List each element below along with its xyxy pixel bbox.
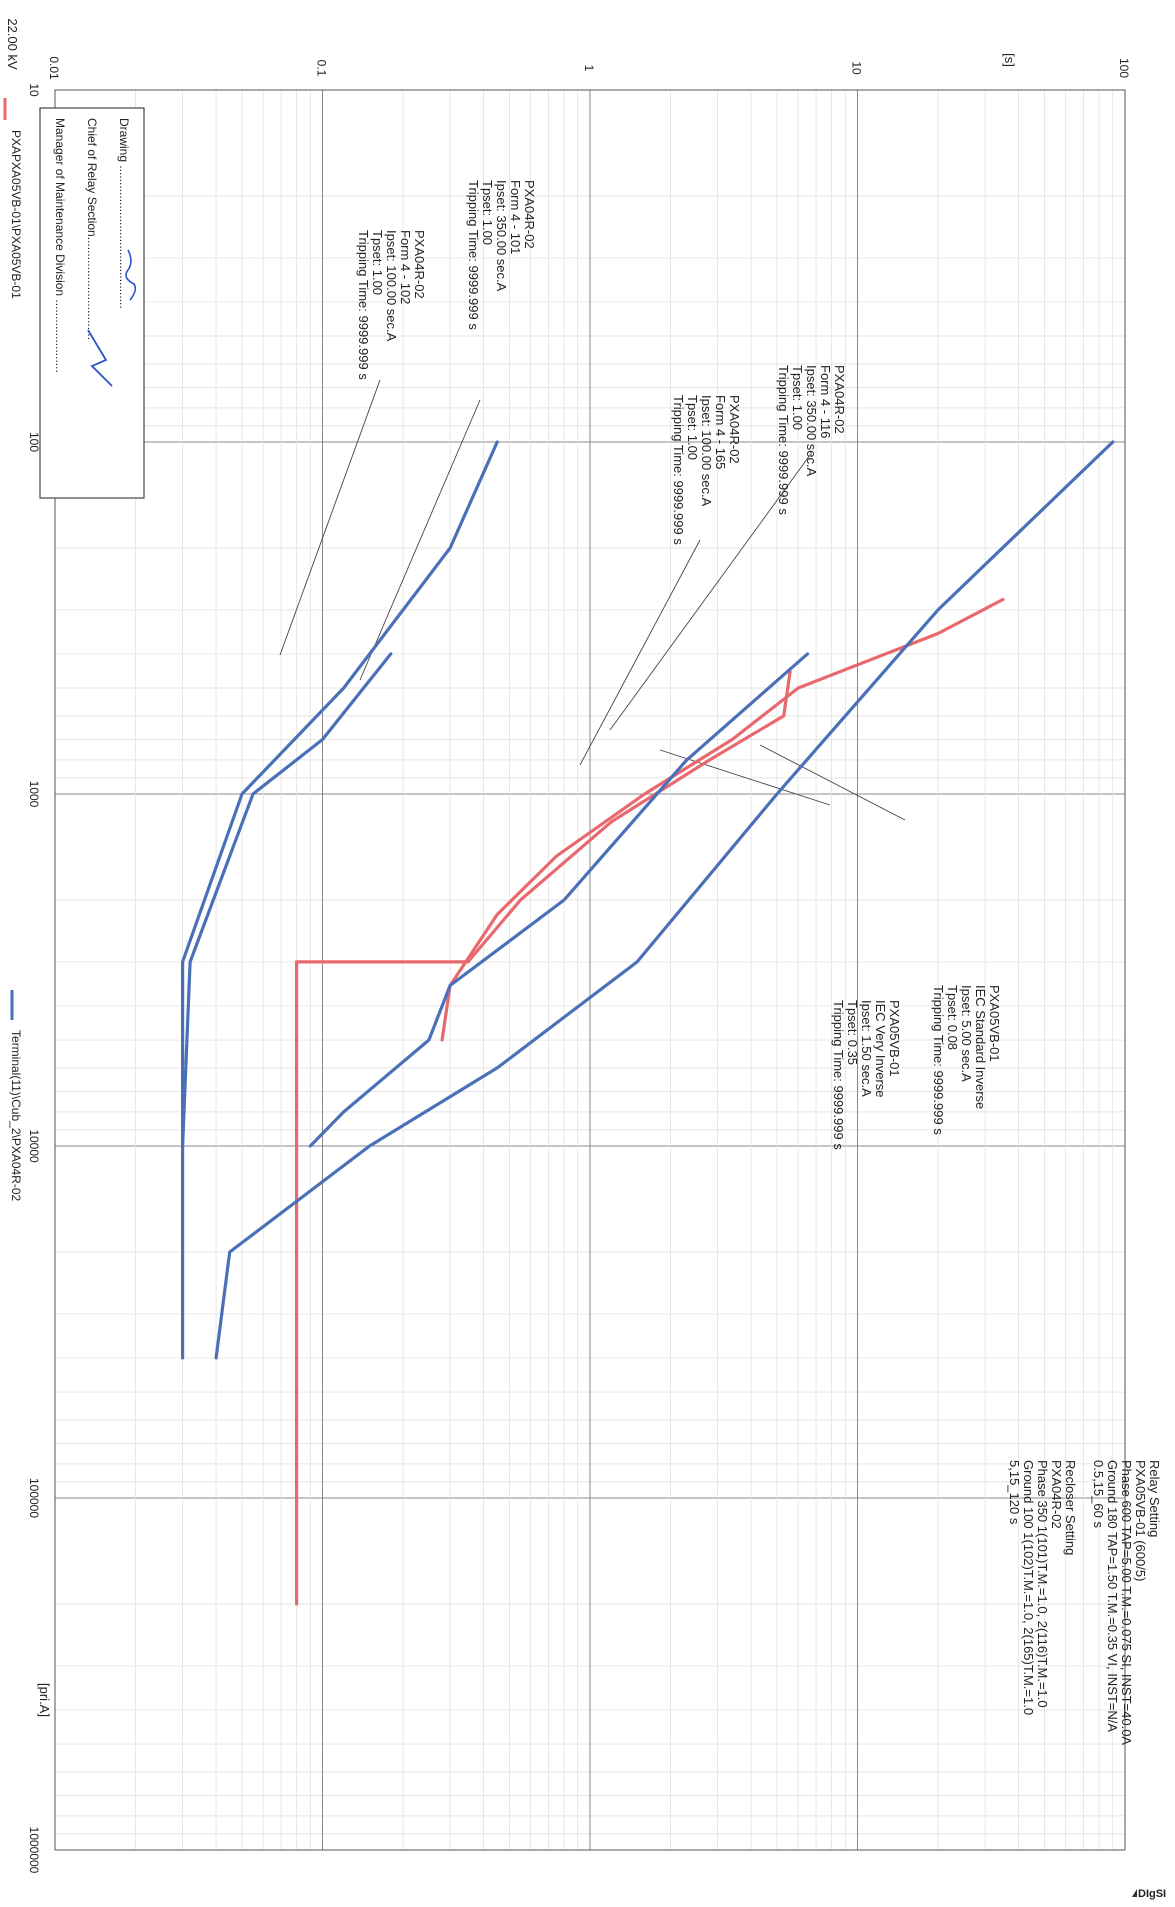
annotation-line: Tpset: 1.00 bbox=[370, 230, 385, 295]
blue-curve-ground-165 bbox=[308, 652, 810, 1148]
annotation-line: Ipset: 5.00 sec.A bbox=[959, 985, 974, 1082]
annotation-line: Tripping Time: 9999.999 s bbox=[466, 180, 481, 330]
legend: PXAPXA05VB-01\PXA05VB-01 Terminal(11)\Cu… bbox=[3, 98, 23, 1202]
leader-line bbox=[609, 454, 811, 731]
legend-label-blue: Terminal(11)\Cub_2\PXA04R-02 bbox=[9, 1030, 23, 1202]
annotation-line: Tripping Time: 9999.999 s bbox=[831, 1000, 846, 1150]
annotation-line: Tpset: 0.35 bbox=[845, 1000, 860, 1065]
annotation-line: Ipset: 350.00 sec.A bbox=[804, 365, 819, 477]
axis-ticks: 0.01 0.1 1 10 100 10 100 1000 10000 100000 1000000 bbox=[27, 56, 1131, 1873]
leader-line bbox=[759, 744, 906, 821]
y-tick-label: 1 bbox=[582, 65, 596, 72]
x-tick-label: 1000 bbox=[27, 781, 41, 808]
annotation-line: Tripping Time: 9999.999 s bbox=[931, 985, 946, 1135]
annotation-line: Tripping Time: 9999.999 s bbox=[671, 395, 686, 545]
y-tick-label: 0.1 bbox=[315, 60, 329, 77]
signature-mark-2 bbox=[87, 329, 113, 387]
annotation-line: Form 4 - 102 bbox=[398, 230, 413, 304]
settings-line: 0.5,15_60 s bbox=[1091, 1460, 1106, 1528]
y-tick-label: 10 bbox=[850, 61, 864, 75]
annotation-line: PXA04R-02 bbox=[727, 395, 742, 464]
leader-line bbox=[579, 539, 701, 766]
annotation-line: Tripping Time: 9999.999 s bbox=[776, 365, 791, 515]
leader-line bbox=[279, 379, 381, 656]
annotation-line: Form 4 - 165 bbox=[713, 395, 728, 469]
leader-lines bbox=[279, 379, 906, 821]
annotation-line: PXA04R-02 bbox=[412, 230, 427, 299]
blue-curve-ground-102 bbox=[181, 652, 393, 1148]
red-curve-ground bbox=[295, 670, 792, 1606]
annotation-line: Ipset: 100.00 sec.A bbox=[384, 230, 399, 342]
brand-label: DIgSI bbox=[1138, 1888, 1166, 1900]
brand-triangle-icon bbox=[1132, 1889, 1137, 1897]
red-curve-phase bbox=[440, 597, 1005, 1042]
signature-row-label: Manager of Maintenance Division ........… bbox=[53, 118, 67, 373]
settings-line: 5,15_120 s bbox=[1007, 1460, 1022, 1525]
grid bbox=[54, 89, 1126, 1851]
signature-box: Drawing ................................… bbox=[39, 107, 145, 499]
leader-line bbox=[359, 399, 481, 681]
annotation-line: Ipset: 1.50 sec.A bbox=[859, 1000, 874, 1097]
voltage-label: 22.00 kV bbox=[5, 18, 20, 70]
signature-row-label: Chief of Relay Section..................… bbox=[85, 118, 99, 340]
annotation-line: Tripping Time: 9999.999 s bbox=[356, 230, 371, 380]
annotation-line: Form 4 - 101 bbox=[508, 180, 523, 254]
annotation-line: PXA05VB-01 bbox=[887, 1000, 902, 1077]
x-tick-label: 1000000 bbox=[27, 1827, 41, 1874]
annotation-line: Tpset: 1.00 bbox=[480, 180, 495, 245]
settings-line: Ground 180 TAP=1.50 T.M.=0.35 VI, INST=N… bbox=[1105, 1460, 1120, 1732]
x-tick-label: 100000 bbox=[27, 1478, 41, 1518]
settings-line: Phase 350 1(101)T.M.=1.0, 2(116)T.M.=1.0 bbox=[1035, 1460, 1050, 1708]
annotation-line: PXA05VB-01 bbox=[987, 985, 1002, 1062]
x-tick-label: 100 bbox=[27, 432, 41, 452]
annotation-line: PXA04R-02 bbox=[522, 180, 537, 249]
signature-mark-1 bbox=[125, 249, 137, 301]
y-axis-label: [s] bbox=[1002, 53, 1017, 67]
annotation-line: Ipset: 350.00 sec.A bbox=[494, 180, 509, 292]
x-tick-label: 10000 bbox=[27, 1129, 41, 1163]
blue-curve-phase-101 bbox=[181, 440, 499, 1360]
settings-line: PXA04R-02 bbox=[1049, 1460, 1064, 1529]
settings-line: Phase 600 TAP=5.00 T.M.=0.075 SI, INST=4… bbox=[1119, 1460, 1134, 1745]
settings-line: PXA05VB-01 (600/5) bbox=[1133, 1460, 1148, 1581]
y-tick-label: 100 bbox=[1117, 58, 1131, 78]
plot-frame bbox=[54, 89, 1126, 1851]
x-axis-label: [pri.A] bbox=[37, 1683, 52, 1717]
settings-line: Ground 100 1(102)T.M.=1.0, 2(165)T.M.=1.… bbox=[1021, 1460, 1036, 1715]
settings-line: Recloser Setting bbox=[1063, 1460, 1078, 1555]
annotation-line: Tpset: 1.00 bbox=[685, 395, 700, 460]
signature-row-label: Drawing ................................… bbox=[117, 118, 131, 309]
annotation-line: Tpset: 0.08 bbox=[945, 985, 960, 1050]
leader-line bbox=[659, 749, 831, 806]
annotation-line: Form 4 - 116 bbox=[818, 365, 833, 438]
annotation-line: Ipset: 100.00 sec.A bbox=[699, 395, 714, 507]
curves bbox=[181, 440, 1115, 1606]
blue-curve-phase-116 bbox=[214, 440, 1115, 1360]
annotation-line: PXA04R-02 bbox=[832, 365, 847, 434]
x-tick-label: 10 bbox=[27, 83, 41, 97]
annotation-line: Tpset: 1.00 bbox=[790, 365, 805, 430]
annotation-line: IEC Very Inverse bbox=[873, 1000, 888, 1098]
annotation-line: IEC Standard Inverse bbox=[973, 985, 988, 1109]
legend-label-red: PXAPXA05VB-01\PXA05VB-01 bbox=[9, 130, 23, 299]
settings-line: Relay Setting bbox=[1147, 1460, 1162, 1537]
y-tick-label: 0.01 bbox=[47, 56, 61, 80]
